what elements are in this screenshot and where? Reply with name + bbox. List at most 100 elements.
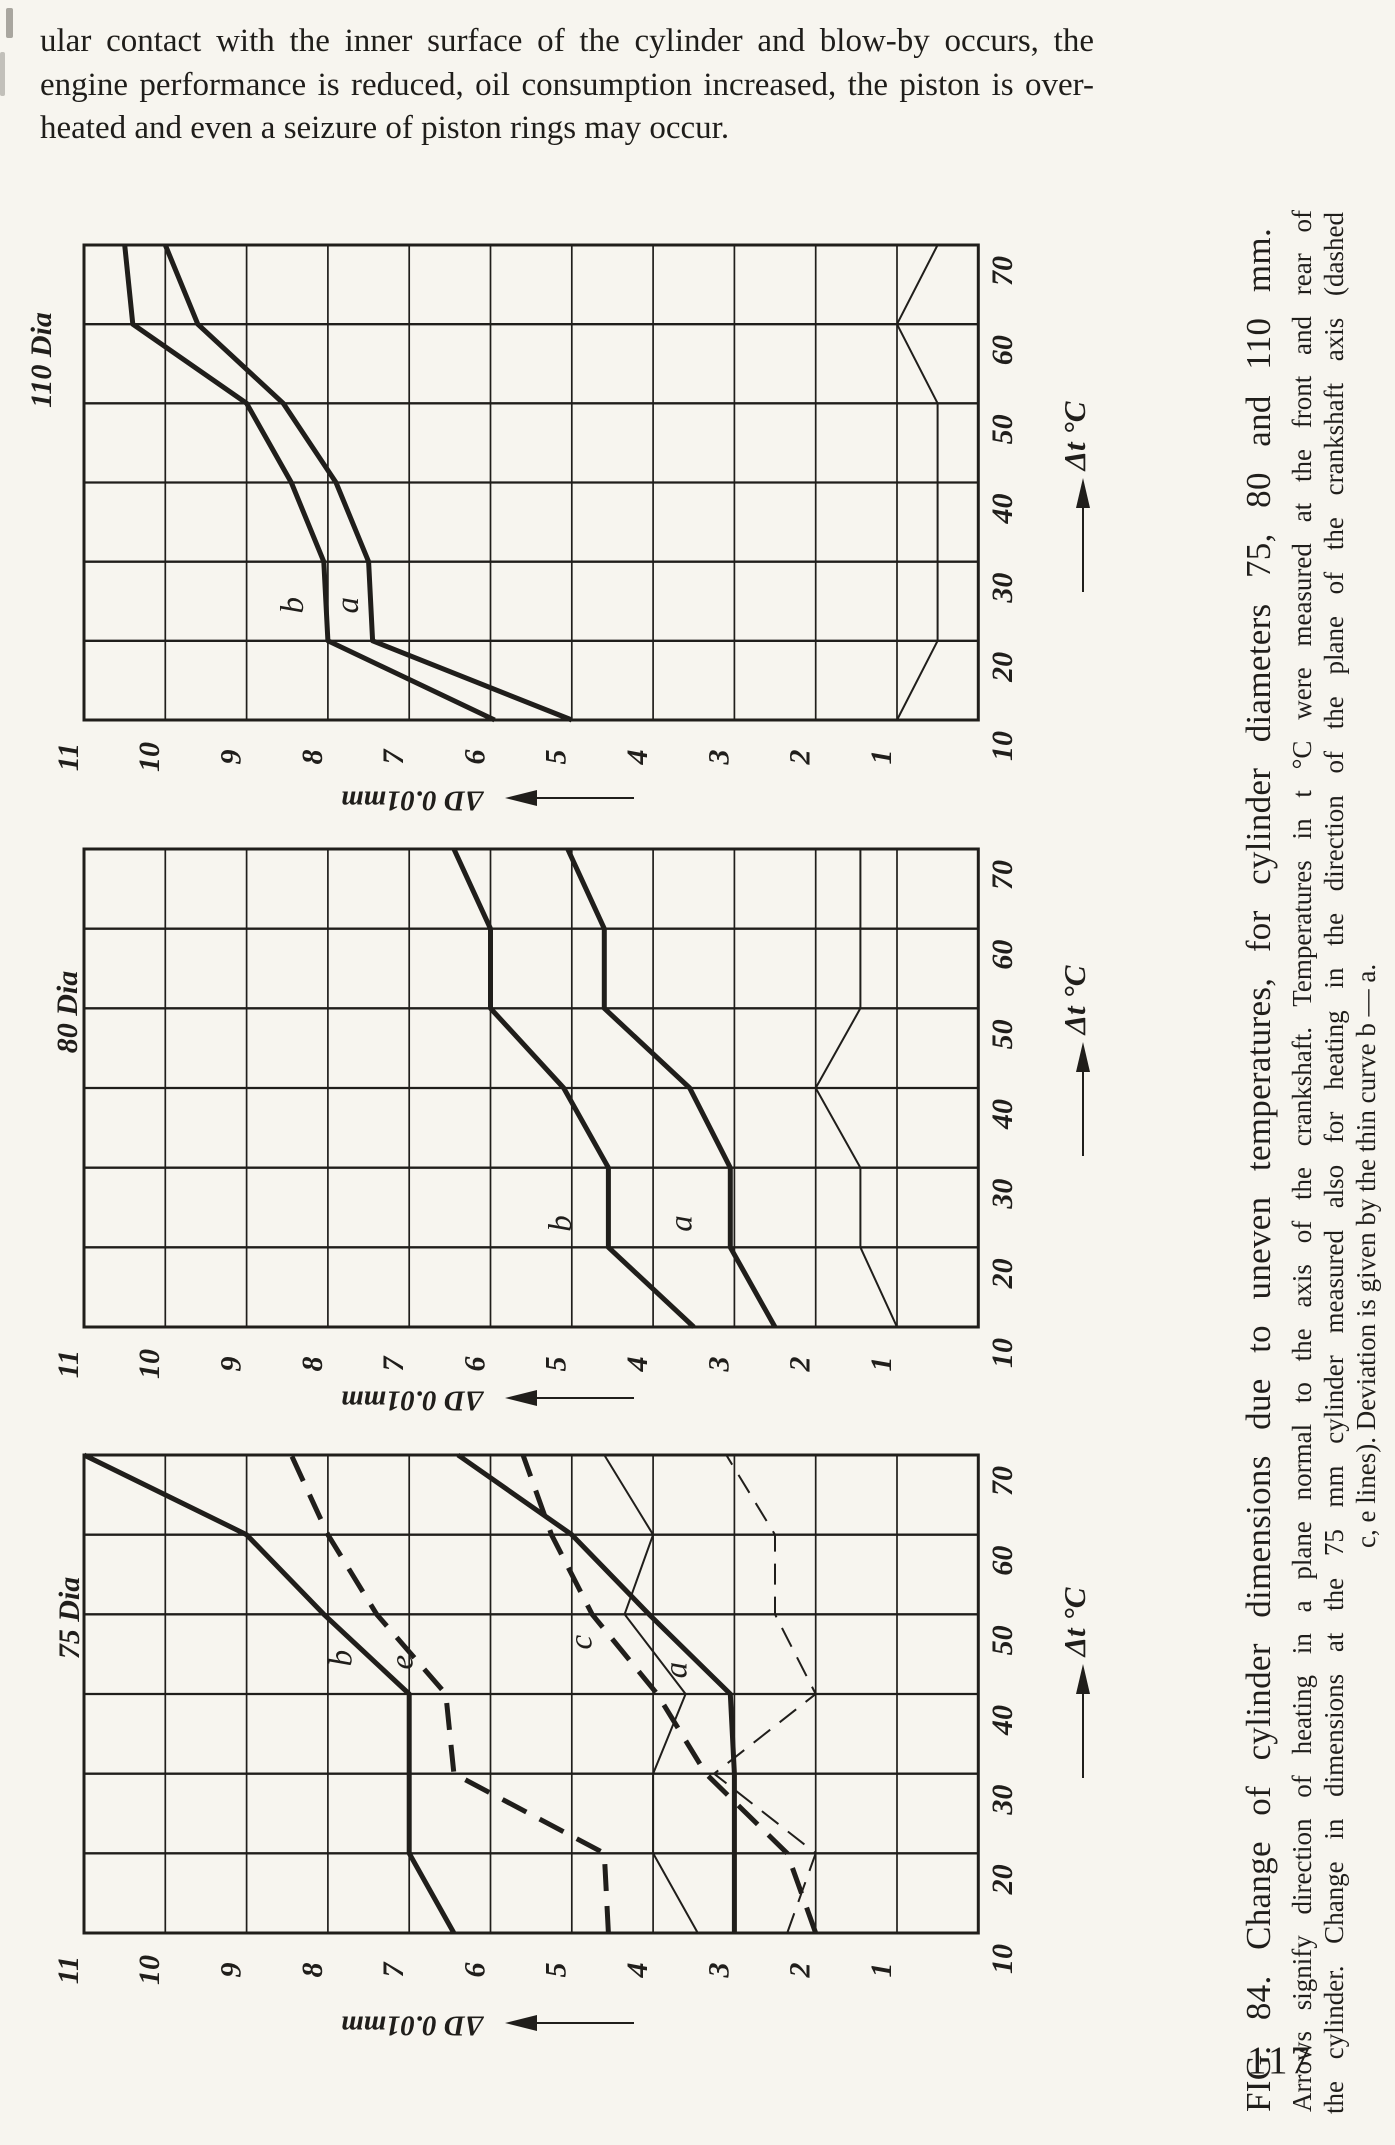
- paragraph-line: heated and even a seizure of piston ring…: [40, 110, 730, 146]
- x-tick-label: 60: [986, 335, 1019, 365]
- curve-label-b: b: [543, 1215, 579, 1232]
- x-tick-label: 20: [986, 1258, 1019, 1289]
- curve-c: [520, 1454, 819, 1934]
- y-tick-label: 7: [377, 749, 410, 765]
- paragraph-line: engine performance is reduced, oil consu…: [40, 66, 1094, 103]
- y-tick-label: 5: [540, 1963, 573, 1978]
- curve-b-a-deviation: [814, 849, 898, 1328]
- y-tick-label: 7: [377, 1356, 410, 1372]
- curve-b: [122, 244, 496, 723]
- chart-75-dia: 10 20 30 40 50 60 70 11 10 9 8 7 6 5 4 3 2 1 b e c a 75 Dia Δt …: [52, 1452, 1092, 2041]
- y-tick-label: 9: [214, 750, 247, 765]
- y-tick-label: 2: [784, 750, 817, 766]
- y-tick-label: 1: [865, 1963, 898, 1978]
- figure-caption-title: FIG. 84. Change of cylinder dimensions d…: [1239, 228, 1278, 2112]
- y-tick-label: 7: [377, 1962, 410, 1978]
- y-axis-label: ΔD 0.01mm: [341, 1384, 484, 1416]
- y-tick-label: 5: [540, 750, 573, 765]
- x-tick-label: 70: [986, 256, 1019, 286]
- curve-label-b: b: [324, 1650, 360, 1667]
- curve-a: [565, 847, 778, 1329]
- scan-artifact: [0, 52, 5, 96]
- y-tick-label: 11: [52, 1956, 85, 1984]
- body-paragraph: ular contact with the inner surface of t…: [40, 20, 1094, 151]
- y-axis-arrowhead-icon: [505, 2015, 537, 2031]
- y-tick-label: 10: [133, 1349, 166, 1379]
- x-axis-arrowhead-icon: [1076, 1042, 1090, 1072]
- x-axis-arrowhead-icon: [1076, 1664, 1090, 1694]
- curve-e: [289, 1453, 611, 1934]
- y-tick-label: 3: [702, 750, 735, 766]
- y-tick-label: 1: [865, 1357, 898, 1372]
- x-tick-label: 10: [986, 731, 1019, 761]
- x-tick-label: 20: [986, 1864, 1019, 1895]
- y-tick-label: 8: [296, 1357, 329, 1372]
- x-tick-label: 50: [986, 414, 1019, 444]
- curve-label-a: a: [330, 597, 366, 614]
- y-tick-label: 4: [621, 1357, 654, 1373]
- y-tick-label: 9: [214, 1357, 247, 1372]
- curve-b: [451, 847, 696, 1329]
- x-axis-label: Δt °C: [1057, 401, 1092, 472]
- curve-a: [456, 1452, 737, 1933]
- page-number: 117: [1247, 2039, 1314, 2082]
- y-tick-label: 10: [133, 1955, 166, 1985]
- y-tick-label: 4: [621, 1963, 654, 1979]
- x-tick-label: 30: [986, 1785, 1019, 1816]
- y-axis-arrowhead-icon: [505, 1390, 537, 1406]
- x-tick-label: 40: [986, 1705, 1019, 1736]
- y-tick-label: 6: [458, 750, 491, 765]
- x-tick-label: 70: [986, 1466, 1019, 1496]
- y-tick-label: 4: [621, 750, 654, 766]
- chart-80-dia: 10 20 30 40 50 60 70 11 10 9 8 7 6 5 4 3 2 1 b a 80 Dia Δt °C…: [51, 847, 1092, 1416]
- x-tick-label: 40: [986, 494, 1019, 525]
- curve-label-a: a: [664, 1215, 700, 1232]
- x-tick-label: 50: [986, 1625, 1019, 1655]
- chart-title: 75 Dia: [53, 1577, 86, 1660]
- x-axis-label: Δt °C: [1057, 1587, 1092, 1658]
- y-tick-label: 11: [52, 1350, 85, 1378]
- x-tick-label: 30: [986, 1179, 1019, 1210]
- y-axis-arrowhead-icon: [505, 790, 537, 806]
- figure-caption-line2: Arrows signify direction of heating in a…: [1287, 210, 1317, 2112]
- y-tick-label: 2: [784, 1963, 817, 1979]
- curve-label-e: e: [385, 1655, 421, 1670]
- paragraph-line: ular contact with the inner surface of t…: [40, 23, 1094, 59]
- y-tick-label: 6: [458, 1357, 491, 1372]
- y-tick-label: 9: [214, 1963, 247, 1978]
- x-tick-label: 30: [986, 573, 1019, 604]
- x-tick-label: 70: [986, 860, 1019, 890]
- figure-caption-line3: the cylinder. Change in dimensions at th…: [1319, 212, 1349, 2114]
- curve-label-c: c: [564, 1635, 600, 1650]
- x-tick-label: 20: [986, 652, 1019, 683]
- x-axis-label: Δt °C: [1057, 965, 1092, 1036]
- curve-e-c-deviation: [713, 1454, 817, 1934]
- curve-b-a-deviation: [896, 244, 939, 721]
- scan-artifact: [6, 8, 13, 38]
- y-tick-label: 6: [458, 1963, 491, 1978]
- y-tick-label: 1: [865, 750, 898, 765]
- y-tick-label: 10: [133, 742, 166, 772]
- curve-b-a-deviation: [603, 1454, 699, 1934]
- x-tick-label: 50: [986, 1019, 1019, 1049]
- curve-label-a: a: [659, 1662, 695, 1679]
- x-axis-arrowhead-icon: [1076, 478, 1090, 508]
- y-tick-label: 3: [702, 1963, 735, 1979]
- curve-b: [82, 1452, 457, 1935]
- y-tick-label: 3: [702, 1357, 735, 1373]
- y-axis-label: ΔD 0.01mm: [341, 2009, 484, 2041]
- plot-border: [82, 847, 980, 1329]
- y-tick-label: 11: [52, 743, 85, 771]
- x-tick-label: 60: [986, 940, 1019, 970]
- chart-title: 80 Dia: [51, 971, 84, 1054]
- x-tick-label: 10: [986, 1944, 1019, 1974]
- chart-110-dia: 10 20 30 40 50 60 70 11 10 9 8 7 6 5 4 3 2 1 b a 110 Dia Δt °…: [25, 243, 1092, 816]
- y-tick-label: 8: [296, 1963, 329, 1978]
- x-tick-label: 10: [986, 1338, 1019, 1368]
- y-tick-label: 2: [784, 1357, 817, 1373]
- y-tick-label: 8: [296, 750, 329, 765]
- plot-border: [82, 243, 980, 722]
- figure-caption-line4: c, e lines). Deviation is given by the t…: [1351, 963, 1381, 1548]
